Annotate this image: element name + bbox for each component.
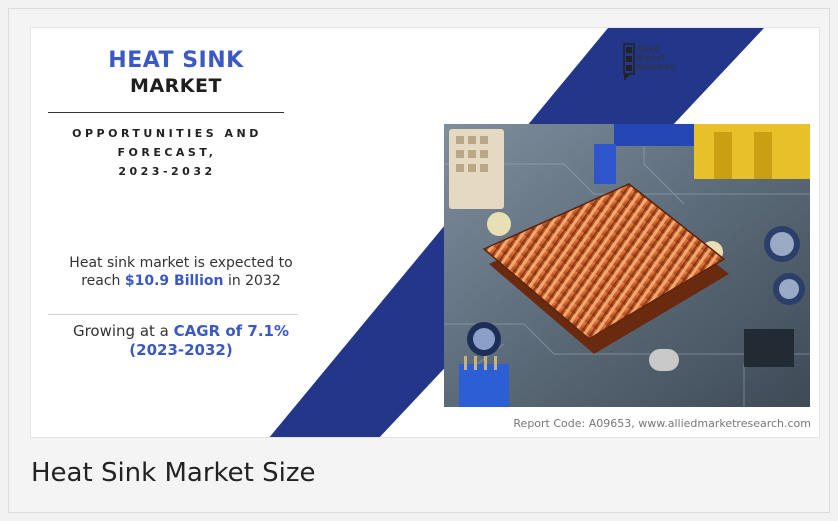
logo-icon (623, 43, 635, 81)
heat-sink-photo (444, 124, 810, 407)
stat1-post: in 2032 (227, 273, 281, 289)
stat1-value: $10.9 Billion (124, 273, 224, 289)
circuit-board-illustration (444, 124, 810, 407)
stat1-line-2: reach $10.9 Billion in 2032 (46, 272, 316, 290)
logo-line-2: Market (636, 54, 666, 64)
title-market: MARKET (130, 75, 222, 97)
logo-line-1: Allied (636, 45, 660, 55)
allied-market-research-logo: Allied Market Research (623, 43, 693, 85)
stat-divider (48, 314, 298, 315)
stat1-reach: reach (81, 273, 121, 289)
infographic-card: HEAT SINK MARKET OPPORTUNITIES AND FOREC… (30, 27, 820, 438)
stat1-line-1: Heat sink market is expected to (69, 255, 293, 271)
stat2-value: CAGR of 7.1% (173, 322, 290, 340)
subtitle-line-1: OPPORTUNITIES AND (72, 127, 262, 140)
logo-line-3: Research (636, 63, 675, 73)
subtitle: OPPORTUNITIES AND FORECAST, 2023-2032 (49, 124, 285, 181)
logo-text: Allied Market Research (636, 46, 675, 73)
stat2-pre: Growing at a (72, 322, 169, 340)
image-frame: HEAT SINK MARKET OPPORTUNITIES AND FOREC… (8, 8, 830, 513)
image-caption: Heat Sink Market Size (31, 458, 316, 488)
market-size-statement: Heat sink market is expected to reach $1… (46, 254, 316, 290)
cagr-statement: Growing at a CAGR of 7.1% (2023-2032) (46, 322, 316, 360)
stat2-period: (2023-2032) (129, 341, 233, 359)
stat2-line-1: Growing at a CAGR of 7.1% (46, 322, 316, 341)
title-divider (48, 112, 284, 113)
report-code: Report Code: A09653, www.alliedmarketres… (513, 417, 811, 430)
subtitle-line-2: FORECAST, (117, 146, 217, 159)
subtitle-line-3: 2023-2032 (118, 165, 216, 178)
title-heat-sink: HEAT SINK (108, 48, 244, 73)
